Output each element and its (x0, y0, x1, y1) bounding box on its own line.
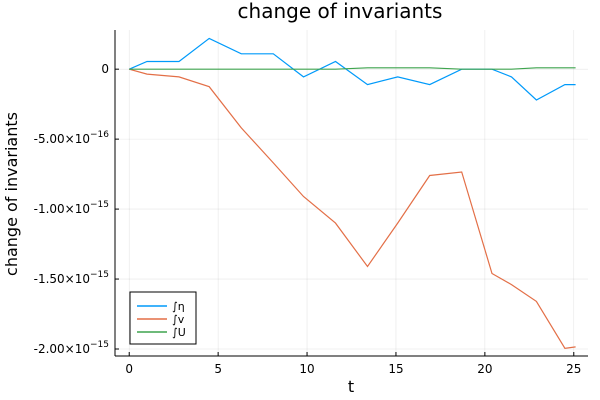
y-tick-label: 0 (101, 62, 109, 76)
y-tick-label: -1.50×10−15 (34, 270, 109, 286)
y-tick-label: -2.00×10−15 (34, 340, 109, 356)
series-line-2 (129, 67, 576, 70)
x-tick-label: 20 (477, 362, 492, 376)
x-tick-label: 0 (125, 362, 133, 376)
y-axis-label: change of invariants (2, 112, 21, 276)
series-lines (128, 37, 576, 349)
legend: ∫η∫v∫U (129, 291, 197, 345)
chart-title: change of invariants (238, 0, 443, 23)
axes (114, 30, 588, 357)
x-tick-label: 15 (388, 362, 403, 376)
y-tick-label: -1.00×10−15 (34, 200, 109, 216)
legend-box (129, 291, 197, 345)
x-tick-label: 5 (214, 362, 222, 376)
x-axis-label: t (348, 377, 354, 396)
legend-label-1: ∫v (172, 313, 185, 326)
tick-labels: 0 5 10 15 20 25 0 -5.00×10−16 -1.00×10−15 -1.50×1… (34, 62, 582, 376)
legend-label-2: ∫U (172, 326, 186, 339)
x-tick-label: 25 (566, 362, 581, 376)
series-line-0 (128, 37, 576, 101)
series-line-1 (129, 68, 576, 349)
x-tick-label: 10 (299, 362, 314, 376)
y-tick-label: -5.00×10−16 (34, 130, 110, 146)
legend-label-0: ∫η (172, 300, 185, 313)
